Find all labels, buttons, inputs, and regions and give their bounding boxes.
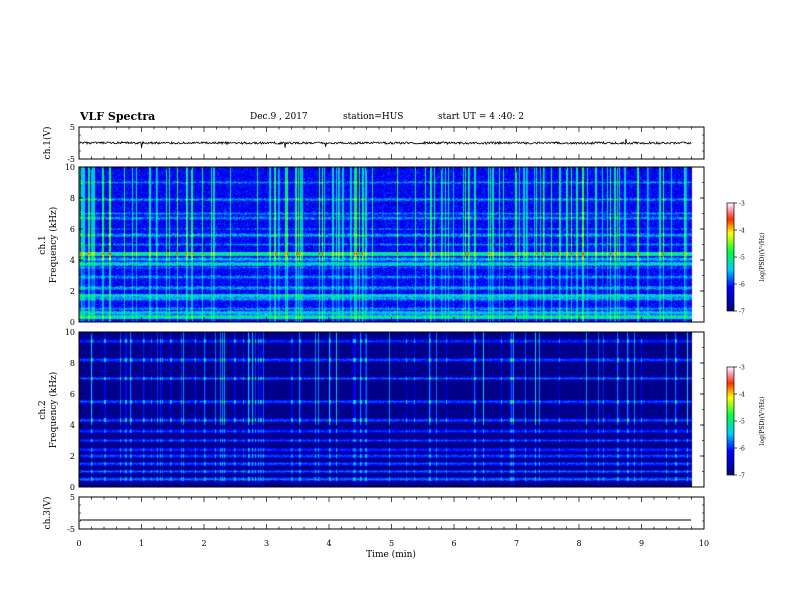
x-axis-label: Time (min) [366, 549, 416, 560]
ch2-spectrogram-ytick-label: 6 [70, 390, 75, 399]
x-axis-ticks: 0 1 2 3 4 5 6 7 8 9 10 [76, 127, 709, 548]
ch1-colorbar: -3 -4 -5 -6 -7 log(PSD)(V²/Hz) [726, 201, 766, 316]
ch2-spectrogram-ytick-label: 8 [70, 359, 75, 368]
colorbar-tick-label: -4 [739, 392, 745, 399]
ch2-colorbar-label: log(PSD)(V²/Hz) [759, 397, 766, 446]
ch1-waveform-ytick-label: 5 [70, 123, 75, 132]
colorbar-tick-label: -3 [739, 365, 745, 372]
ch2-spectrogram-ytick-label: 2 [70, 452, 75, 461]
x-tick-label: 0 [76, 539, 81, 548]
ch2-colorbar: -3 -4 -5 -6 -7 log(PSD)(V²/Hz) [726, 365, 766, 480]
ch2-spectrogram-panel: 0 2 4 6 8 10 ch.2 Frequency (kHz) [38, 328, 705, 492]
ch1-waveform-trace [79, 138, 692, 149]
x-axis: 0 1 2 3 4 5 6 7 8 9 10 Time (min) [76, 127, 709, 560]
ch2-colorbar-gradient [726, 366, 735, 476]
x-tick-label: 6 [451, 539, 456, 548]
ch2-spectrogram-ylabel-2: Frequency (kHz) [48, 372, 59, 449]
ch1-colorbar-label: log(PSD)(V²/Hz) [759, 233, 766, 282]
ch1-waveform-ylabel: ch.1(V) [42, 127, 53, 160]
colorbar-tick-label: -4 [739, 228, 745, 235]
ch3-waveform-ytick-label: -5 [67, 525, 75, 534]
ch1-spectrogram-ylabel-1: ch.1 [38, 235, 48, 254]
x-tick-label: 4 [326, 539, 331, 548]
ch2-spectrogram-ytick-label: 0 [70, 483, 75, 492]
colorbar-tick-label: -5 [739, 255, 745, 262]
ch2-colorbar-ticks: -3 -4 -5 -6 -7 [734, 365, 745, 480]
x-tick-label: 10 [699, 539, 709, 548]
ch2-spectrogram-ytick-label: 4 [70, 421, 75, 430]
ch2-spectrogram-axis: 0 2 4 6 8 10 [65, 328, 704, 492]
ch1-spectrogram-panel: 0 2 4 6 8 10 ch.1 Frequency (kHz) [38, 163, 705, 327]
ch2-spectrogram-ylabel-1: ch.2 [38, 400, 48, 419]
colorbar-tick-label: -6 [739, 446, 745, 453]
station-label: station=HUS [343, 112, 404, 122]
page-header: VLF Spectra Dec.9 , 2017 station=HUS sta… [0, 0, 792, 130]
x-tick-label: 8 [576, 539, 581, 548]
colorbar-tick-label: -3 [739, 201, 745, 208]
ch1-waveform-line [79, 138, 692, 149]
ch1-spectrogram-axis: 0 2 4 6 8 10 [65, 163, 704, 327]
date-label: Dec.9 , 2017 [250, 112, 308, 122]
ch1-spectrogram-ytick-label: 6 [70, 225, 75, 234]
colorbar-tick-label: -7 [739, 309, 745, 316]
ch3-waveform-ylabel: ch.3(V) [42, 497, 53, 530]
ch3-waveform-axis: 5 -5 [67, 493, 704, 534]
colorbar-tick-label: -7 [739, 473, 745, 480]
ch1-spectrogram-ytick-label: 0 [70, 318, 75, 327]
x-tick-label: 5 [389, 539, 394, 548]
x-tick-label: 9 [639, 539, 644, 548]
colorbar-tick-label: -5 [739, 419, 745, 426]
ch1-spectrogram-ytick-label: 2 [70, 287, 75, 296]
start-time-label: start UT = 4 :40: 2 [438, 112, 524, 122]
ch1-spectrogram-ylabel-2: Frequency (kHz) [48, 207, 59, 284]
x-tick-label: 1 [139, 539, 144, 548]
ch1-colorbar-gradient [726, 202, 735, 312]
ch1-spectrogram-image [79, 167, 704, 322]
x-tick-label: 2 [201, 539, 206, 548]
ch2-spectrogram-image [79, 332, 704, 487]
ch3-waveform-ytick-label: 5 [70, 493, 75, 502]
x-tick-label: 3 [264, 539, 269, 548]
x-tick-label: 7 [514, 539, 519, 548]
ch1-spectrogram-ytick-label: 8 [70, 194, 75, 203]
ch1-spectrogram-ytick-label: 4 [70, 256, 75, 265]
ch1-waveform-axis: 5 -5 [67, 123, 704, 164]
ch1-colorbar-ticks: -3 -4 -5 -6 -7 [734, 201, 745, 316]
ch2-spectrogram-ytick-label: 10 [65, 328, 75, 337]
chart-title: VLF Spectra [80, 110, 156, 123]
ch1-waveform-ytick-label: -5 [67, 155, 75, 164]
ch1-spectrogram-ytick-label: 10 [65, 163, 75, 172]
colorbar-tick-label: -6 [739, 282, 745, 289]
